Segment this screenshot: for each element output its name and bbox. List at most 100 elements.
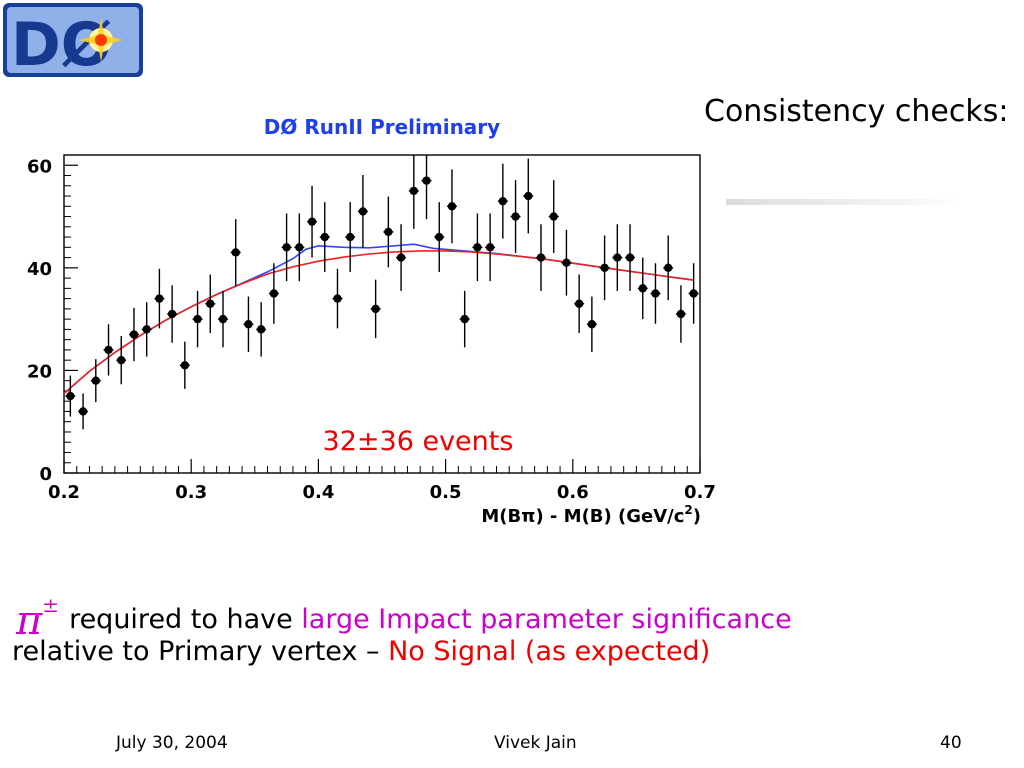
data-point xyxy=(370,279,381,339)
x-axis-label: M(Bπ) - M(B) (GeV/c2) xyxy=(481,503,701,527)
data-marker xyxy=(244,320,253,329)
data-point xyxy=(319,202,330,272)
x-axis-label-sup: 2 xyxy=(684,503,692,517)
footer-date: July 30, 2004 xyxy=(116,733,228,753)
data-point xyxy=(446,169,457,244)
data-point xyxy=(128,307,139,362)
y-axis-ticks: 0 20 40 60 xyxy=(27,156,78,485)
data-point xyxy=(383,196,394,268)
data-point xyxy=(268,263,279,324)
data-marker xyxy=(333,294,342,303)
data-point xyxy=(586,296,597,352)
data-marker xyxy=(218,314,228,324)
data-marker xyxy=(613,253,622,262)
bullet-line-2: relative to Primary vertex – No Signal (… xyxy=(12,636,710,667)
data-marker xyxy=(511,212,520,221)
data-point xyxy=(281,213,292,282)
data-point xyxy=(574,274,585,333)
data-point xyxy=(192,290,203,348)
data-point xyxy=(357,175,368,248)
data-marker xyxy=(587,320,597,329)
data-point xyxy=(688,263,699,324)
data-point xyxy=(434,202,445,272)
data-marker xyxy=(524,191,533,201)
data-point xyxy=(561,229,572,296)
data-point xyxy=(345,202,356,272)
bullet-text-1: required to have xyxy=(69,604,302,635)
footer-author: Vivek Jain xyxy=(494,733,577,753)
data-point xyxy=(625,224,636,291)
data-point xyxy=(230,219,241,286)
data-marker xyxy=(282,243,291,252)
data-marker xyxy=(180,361,190,370)
data-marker xyxy=(231,248,240,257)
data-point xyxy=(256,302,267,357)
pion-charge: ± xyxy=(42,593,60,617)
y-tick-label: 0 xyxy=(39,464,52,485)
data-point xyxy=(637,257,648,320)
d0-logo: DØ xyxy=(3,3,143,80)
data-marker xyxy=(307,217,317,226)
data-point xyxy=(218,290,228,348)
fit-curve-red xyxy=(63,250,694,395)
data-marker xyxy=(651,289,660,298)
slide-headline: Consistency checks: xyxy=(704,94,1009,129)
data-point xyxy=(78,393,89,430)
data-point xyxy=(548,180,559,253)
data-point xyxy=(90,359,101,403)
data-point xyxy=(205,274,216,333)
data-point xyxy=(472,213,483,282)
data-marker xyxy=(91,376,101,385)
data-point xyxy=(408,155,419,229)
data-point xyxy=(510,180,521,253)
data-marker xyxy=(460,314,469,324)
data-marker xyxy=(358,207,368,216)
x-tick-label: 0.4 xyxy=(302,482,334,503)
x-tick-label: 0.7 xyxy=(684,482,716,503)
data-marker xyxy=(676,309,686,319)
data-point xyxy=(307,185,318,258)
data-marker xyxy=(638,284,647,293)
data-point xyxy=(179,341,190,389)
data-marker xyxy=(664,263,673,273)
data-marker xyxy=(117,355,126,365)
data-point xyxy=(650,263,661,324)
bullet-highlight-1: large Impact parameter significance xyxy=(301,604,792,635)
data-marker xyxy=(498,196,508,206)
fit-curves xyxy=(63,243,694,395)
x-tick-label: 0.6 xyxy=(557,482,589,503)
chart-title: DØ RunII Preliminary xyxy=(264,115,500,139)
data-marker xyxy=(600,263,609,273)
data-point xyxy=(497,163,508,239)
y-tick-label: 60 xyxy=(27,156,52,177)
data-marker xyxy=(371,304,380,314)
data-point xyxy=(294,213,305,282)
data-marker xyxy=(447,202,457,211)
data-point xyxy=(103,324,114,376)
data-point xyxy=(675,285,686,343)
data-marker xyxy=(409,186,418,196)
data-point xyxy=(612,224,623,291)
data-point xyxy=(459,290,470,348)
data-marker xyxy=(193,314,202,324)
data-marker xyxy=(625,253,635,262)
y-tick-label: 40 xyxy=(27,259,52,280)
data-point xyxy=(396,224,407,291)
data-marker xyxy=(549,212,558,221)
data-point xyxy=(536,224,546,291)
data-point xyxy=(523,158,534,234)
data-marker xyxy=(574,299,584,308)
data-marker xyxy=(422,176,431,185)
data-marker xyxy=(320,232,329,242)
data-marker xyxy=(104,345,113,355)
x-tick-label: 0.2 xyxy=(48,482,80,503)
data-marker xyxy=(206,299,215,308)
data-marker xyxy=(66,391,75,401)
data-marker xyxy=(689,289,698,298)
data-point xyxy=(167,285,178,343)
x-axis-label-main: M(Bπ) - M(B) (GeV/c xyxy=(481,506,684,527)
data-point xyxy=(332,268,343,329)
data-marker xyxy=(78,407,88,416)
data-marker xyxy=(155,294,164,303)
